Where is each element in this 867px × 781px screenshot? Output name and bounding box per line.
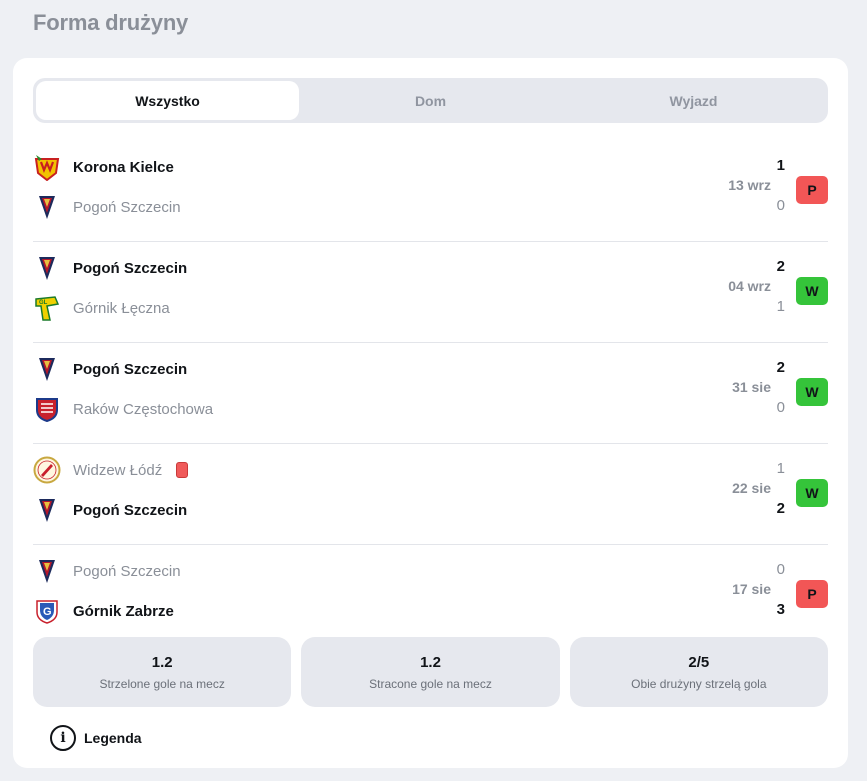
pogon-szczecin-logo [33, 557, 61, 585]
team-name: Pogoń Szczecin [73, 360, 188, 378]
pogon-szczecin-logo [33, 496, 61, 524]
match-row[interactable]: Pogoń Szczecin G Górnik Zabrze 0 17 sie … [33, 545, 828, 646]
result-badge: W [796, 479, 828, 507]
stat-label: Strzelone gole na mecz [99, 676, 225, 691]
stat-value: 1.2 [151, 653, 173, 671]
result-badge: P [796, 176, 828, 204]
team-name: Pogoń Szczecin [73, 501, 188, 519]
team-name: Korona Kielce [73, 158, 174, 176]
tab-home[interactable]: Dom [414, 92, 447, 109]
result-badge: W [796, 277, 828, 305]
team-name: Górnik Łęczna [73, 299, 170, 317]
match-row[interactable]: Pogoń Szczecin Raków Częstochowa 2 31 si… [33, 343, 828, 444]
home-score: 2 [776, 359, 785, 376]
match-date: 17 sie [732, 581, 771, 597]
team-form-card: Wszystko Dom Wyjazd Korona Kielce Pogoń … [13, 58, 848, 768]
stat-value: 2/5 [688, 653, 710, 671]
team-row-away: Raków Częstochowa [33, 395, 553, 423]
team-row-home: Pogoń Szczecin [33, 254, 553, 282]
svg-text:G: G [43, 606, 52, 618]
team-row-home: Widzew Łódź [33, 456, 553, 484]
team-row-home: Pogoń Szczecin [33, 557, 553, 585]
team-name: Pogoń Szczecin [73, 562, 181, 580]
match-date: 22 sie [732, 480, 771, 496]
match-date: 31 sie [732, 379, 771, 395]
match-row[interactable]: Widzew Łódź Pogoń Szczecin 1 22 sie 2 W [33, 444, 828, 545]
legend-button[interactable]: i Legenda [50, 725, 142, 751]
away-score: 1 [776, 298, 785, 315]
stats-row: 1.2 Strzelone gole na mecz 1.2 Stracone … [33, 637, 828, 707]
widzew-lodz-logo [33, 456, 61, 484]
match-date: 13 wrz [728, 177, 771, 193]
stat-goals-scored: 1.2 Strzelone gole na mecz [33, 637, 292, 707]
stat-value: 1.2 [420, 653, 441, 671]
pogon-szczecin-logo [33, 254, 61, 282]
team-name: Widzew Łódź [73, 461, 163, 479]
filter-tabs: Wszystko Dom Wyjazd [33, 78, 828, 123]
team-name: Raków Częstochowa [73, 400, 214, 418]
pogon-szczecin-logo [33, 193, 61, 221]
stat-goals-conceded: 1.2 Stracone gole na mecz [301, 637, 560, 707]
away-score: 0 [776, 399, 785, 416]
team-row-away: Pogoń Szczecin [33, 496, 553, 524]
team-name: Pogoń Szczecin [73, 259, 188, 277]
match-date: 04 wrz [728, 278, 771, 294]
gornik-leczna-logo: GL [33, 294, 61, 322]
home-score: 1 [776, 157, 785, 174]
result-badge: P [796, 580, 828, 608]
team-name: Pogoń Szczecin [73, 198, 181, 216]
stat-both-teams-score: 2/5 Obie drużyny strzelą gola [569, 637, 828, 707]
team-row-away: G Górnik Zabrze [33, 597, 553, 625]
gornik-zabrze-logo: G [33, 597, 61, 625]
away-score: 3 [776, 601, 785, 618]
page-title: Forma drużyny [33, 10, 189, 35]
team-row-away: Pogoń Szczecin [33, 193, 553, 221]
home-score: 2 [776, 258, 785, 275]
away-score: 2 [776, 500, 785, 517]
result-badge: W [796, 378, 828, 406]
red-card-icon [176, 462, 189, 478]
team-row-away: GL Górnik Łęczna [33, 294, 553, 322]
stat-label: Stracone gole na mecz [369, 676, 492, 691]
team-name: Górnik Zabrze [73, 602, 174, 620]
match-row[interactable]: Korona Kielce Pogoń Szczecin 1 13 wrz 0 … [33, 141, 828, 242]
home-score: 0 [776, 561, 785, 578]
tab-all[interactable]: Wszystko [36, 81, 299, 120]
match-row[interactable]: Pogoń Szczecin GL Górnik Łęczna 2 04 wrz… [33, 242, 828, 343]
rakow-czestochowa-logo [33, 395, 61, 423]
svg-text:GL: GL [39, 300, 48, 306]
home-score: 1 [776, 460, 785, 477]
away-score: 0 [776, 197, 785, 214]
legend-label: Legenda [84, 730, 142, 746]
pogon-szczecin-logo [33, 355, 61, 383]
korona-kielce-logo [33, 153, 61, 181]
info-icon: i [50, 725, 76, 751]
team-row-home: Pogoń Szczecin [33, 355, 553, 383]
stat-label: Obie drużyny strzelą gola [631, 676, 767, 691]
tab-away[interactable]: Wyjazd [669, 92, 718, 109]
team-row-home: Korona Kielce [33, 153, 553, 181]
